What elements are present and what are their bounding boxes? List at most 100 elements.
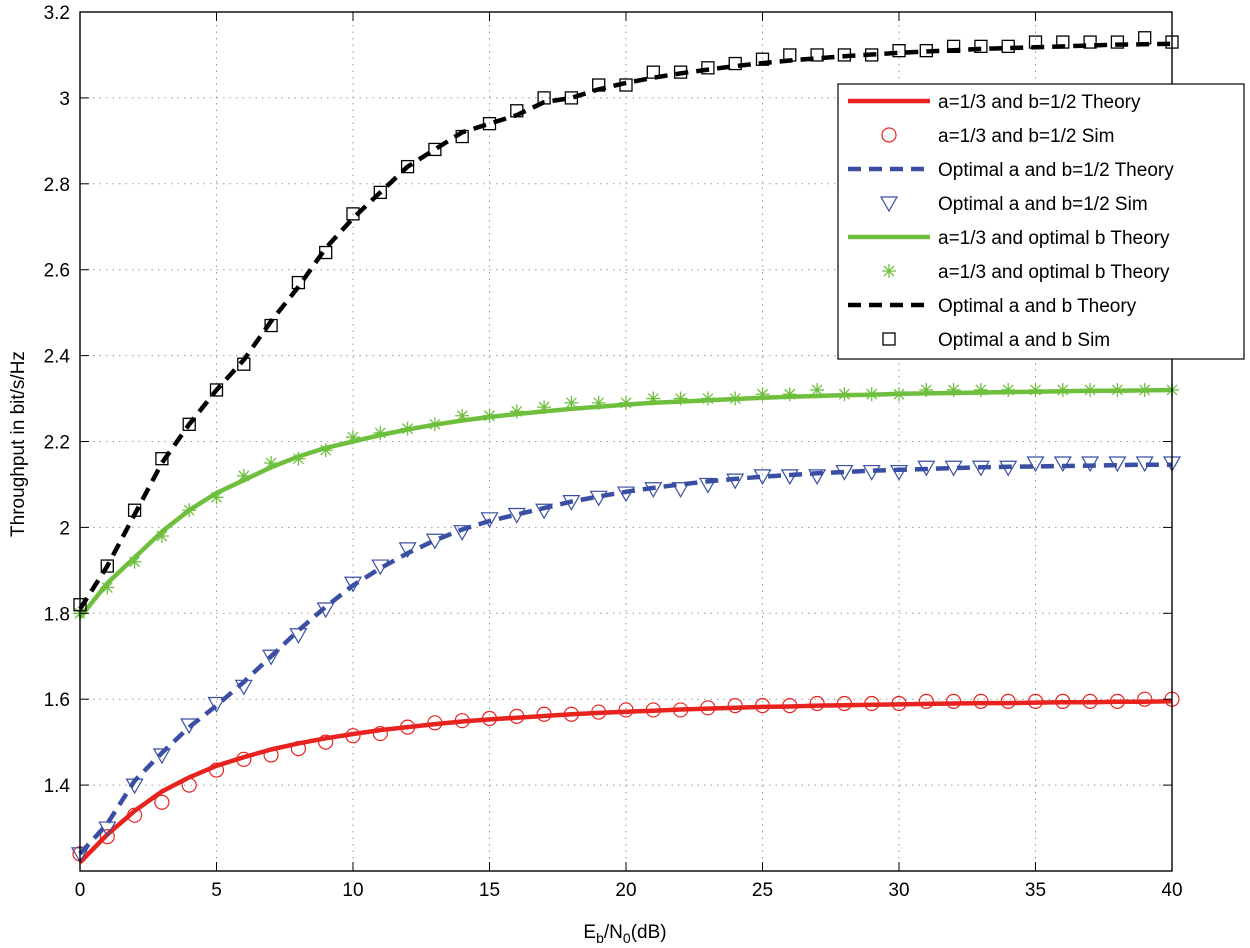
series-2-point	[1082, 693, 1098, 709]
series-6-point	[455, 408, 470, 423]
series-8-point	[673, 65, 688, 79]
series-6-point	[810, 382, 825, 397]
x-axis-label-sub1: b	[596, 930, 604, 946]
series-8-point	[455, 129, 469, 144]
series-2-point	[836, 695, 853, 712]
legend-swatch-marker	[881, 127, 897, 143]
series-7	[78, 41, 1173, 611]
series-2-point	[1055, 693, 1071, 709]
y-tick-label: 2.4	[44, 347, 71, 368]
series-4-point	[480, 512, 499, 529]
x-axis-label-sub2: 0	[623, 930, 631, 946]
series-8-point	[127, 503, 142, 517]
series-4-point	[589, 490, 608, 507]
legend-entries: a=1/3 and b=1/2 Theory a=1/3 and b=1/2 Si…	[848, 92, 1174, 351]
series-4-point	[289, 628, 308, 644]
series-6-point	[1137, 382, 1152, 397]
series-8-point	[100, 559, 114, 573]
y-tick-label: 2.8	[44, 175, 70, 196]
x-axis-label-tail: (dB)	[631, 922, 667, 943]
series-8-point	[346, 207, 360, 221]
series-4-point	[125, 778, 144, 795]
series-6-point	[646, 391, 661, 406]
legend-label: Optimal a and b Sim	[938, 330, 1110, 351]
series-6-point	[127, 554, 142, 569]
legend-entry: Optimal a and b=1/2 Sim	[879, 194, 1148, 215]
series-4-point	[262, 649, 281, 666]
series-2-point	[427, 715, 443, 731]
series-8-point	[1001, 39, 1015, 54]
legend-label: a=1/3 and b=1/2 Theory	[938, 92, 1141, 113]
y-tick-label: 2.6	[44, 261, 70, 282]
series-8-point	[1138, 31, 1152, 45]
series-6-point	[100, 580, 115, 595]
series-2-point	[591, 704, 607, 720]
series-2-point	[290, 740, 306, 757]
series-2-point	[318, 734, 334, 750]
series-8-point	[592, 78, 606, 92]
series-8-point	[291, 275, 306, 290]
series-4-point	[1081, 456, 1100, 473]
series-8-point	[1056, 35, 1070, 49]
series-2-point	[181, 777, 197, 793]
series-6-point	[1110, 382, 1125, 397]
series-8-point	[974, 39, 988, 54]
series-8-point	[1028, 35, 1043, 49]
series-2-point	[864, 695, 880, 712]
series-2-point	[945, 693, 962, 709]
legend-entry: a=1/3 and optimal b Theory	[848, 228, 1170, 249]
series-8-point	[510, 104, 524, 118]
series-8-point	[237, 357, 251, 371]
series-2-point	[481, 710, 498, 727]
x-tick-label: 5	[211, 880, 222, 901]
series-4-point	[944, 460, 963, 477]
series-4-point	[398, 542, 417, 559]
series-8-point	[400, 159, 415, 174]
plot-series	[70, 31, 1182, 864]
series-2-point	[345, 728, 361, 744]
series-8-point	[264, 318, 278, 333]
legend-label: a=1/3 and optimal b Theory	[938, 228, 1170, 249]
series-4	[70, 456, 1182, 864]
series-8-point	[373, 185, 387, 200]
series-2-point	[536, 706, 552, 722]
series-4-point	[889, 464, 909, 481]
series-2-point	[563, 706, 580, 722]
series-6-point	[864, 387, 879, 402]
series-4-point	[234, 679, 253, 696]
series-2-point	[782, 698, 798, 714]
series-8-point	[865, 48, 879, 62]
series-8-point	[919, 44, 933, 58]
series-6-point	[236, 468, 251, 483]
series-6-point	[537, 400, 552, 415]
series-2-point	[891, 695, 907, 712]
series-2-point	[645, 702, 661, 718]
x-tick-label: 40	[1161, 880, 1182, 901]
series-4-point	[343, 576, 363, 593]
series-6-point	[318, 443, 333, 458]
series-6-point	[728, 391, 743, 406]
series-2-point	[809, 695, 825, 712]
series-2-point	[400, 719, 416, 735]
series-6-point	[373, 425, 388, 440]
axis-ticks: 0 5 10 15 20 25 30 35 40 1.4 1.6 1.8 2 2.2 2.4 2.6 2.8 3 3…	[44, 3, 1183, 901]
series-8-point	[728, 56, 742, 71]
series-6-point	[619, 395, 633, 410]
series-8-point	[619, 78, 633, 92]
series-6-point	[919, 382, 934, 397]
series-6-point	[291, 451, 306, 466]
series-2-point	[208, 762, 225, 778]
series-6-point	[837, 387, 852, 402]
series-2	[72, 691, 1180, 862]
series-6-point	[427, 417, 442, 432]
series-4-point	[917, 460, 936, 477]
series-6-point	[1083, 382, 1098, 397]
series-2-point	[154, 794, 170, 810]
series-4-point	[453, 525, 472, 541]
series-2-point	[672, 702, 689, 718]
series-2-point	[727, 698, 743, 714]
legend-entry: a=1/3 and b=1/2 Sim	[881, 126, 1114, 147]
series-6-point	[564, 395, 579, 410]
x-axis-label-mid: /N	[604, 922, 623, 943]
